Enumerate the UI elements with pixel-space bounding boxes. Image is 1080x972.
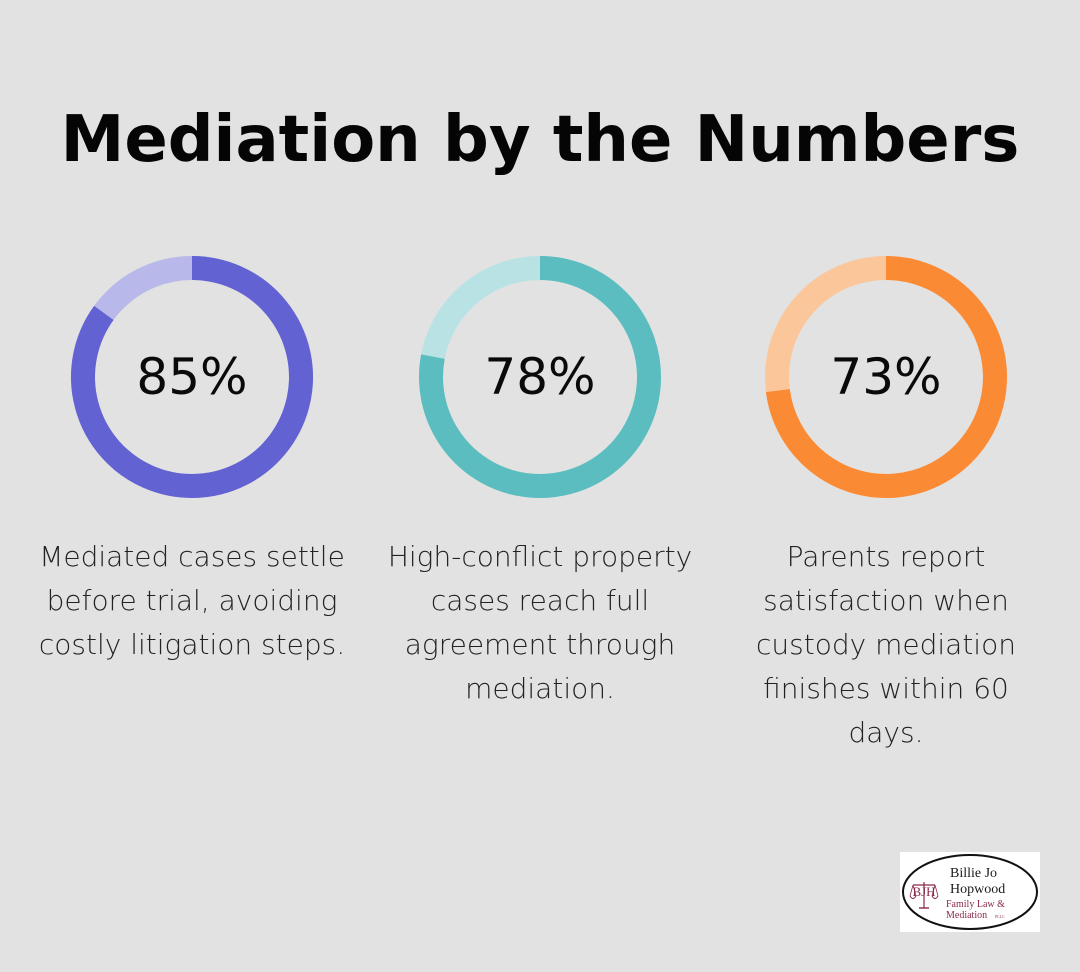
logo-line4: Mediation	[946, 910, 987, 921]
stat-description: Parents report satisfaction when custody…	[756, 540, 1016, 749]
logo-oval	[902, 854, 1038, 930]
percentage-label: 85%	[136, 348, 248, 406]
stat-card: 78% High-conflict property cases reach f…	[370, 255, 710, 711]
donut-chart: 78%	[418, 255, 662, 499]
donut-chart: 85%	[70, 255, 314, 499]
company-logo: BJH Billie Jo Hopwood Family Law & Media…	[900, 852, 1040, 932]
page-title: Mediation by the Numbers	[60, 103, 1020, 177]
stat-card: 73% Parents report satisfaction when cus…	[716, 255, 1056, 755]
stat-description: Mediated cases settle before trial, avoi…	[38, 540, 346, 661]
logo-suffix: PLLC	[995, 914, 1005, 919]
logo-line2: Hopwood	[950, 882, 1005, 897]
donut-svg	[71, 256, 313, 498]
stat-card: 85% Mediated cases settle before trial, …	[22, 255, 362, 667]
logo-svg: BJH Billie Jo Hopwood Family Law & Media…	[902, 854, 1038, 930]
donut-value-arc	[71, 256, 313, 498]
logo-line1: Billie Jo	[950, 866, 997, 881]
percentage-label: 78%	[484, 348, 596, 406]
donut-value-arc	[419, 256, 661, 498]
donut-chart: 73%	[764, 255, 1008, 499]
scales-of-justice-icon	[909, 882, 939, 909]
stat-description: High-conflict property cases reach full …	[387, 540, 693, 705]
logo-line3: Family Law &	[946, 899, 1005, 910]
percentage-label: 73%	[830, 348, 942, 406]
donut-svg	[419, 256, 661, 498]
donut-value-arc	[765, 256, 1007, 498]
donut-svg	[765, 256, 1007, 498]
